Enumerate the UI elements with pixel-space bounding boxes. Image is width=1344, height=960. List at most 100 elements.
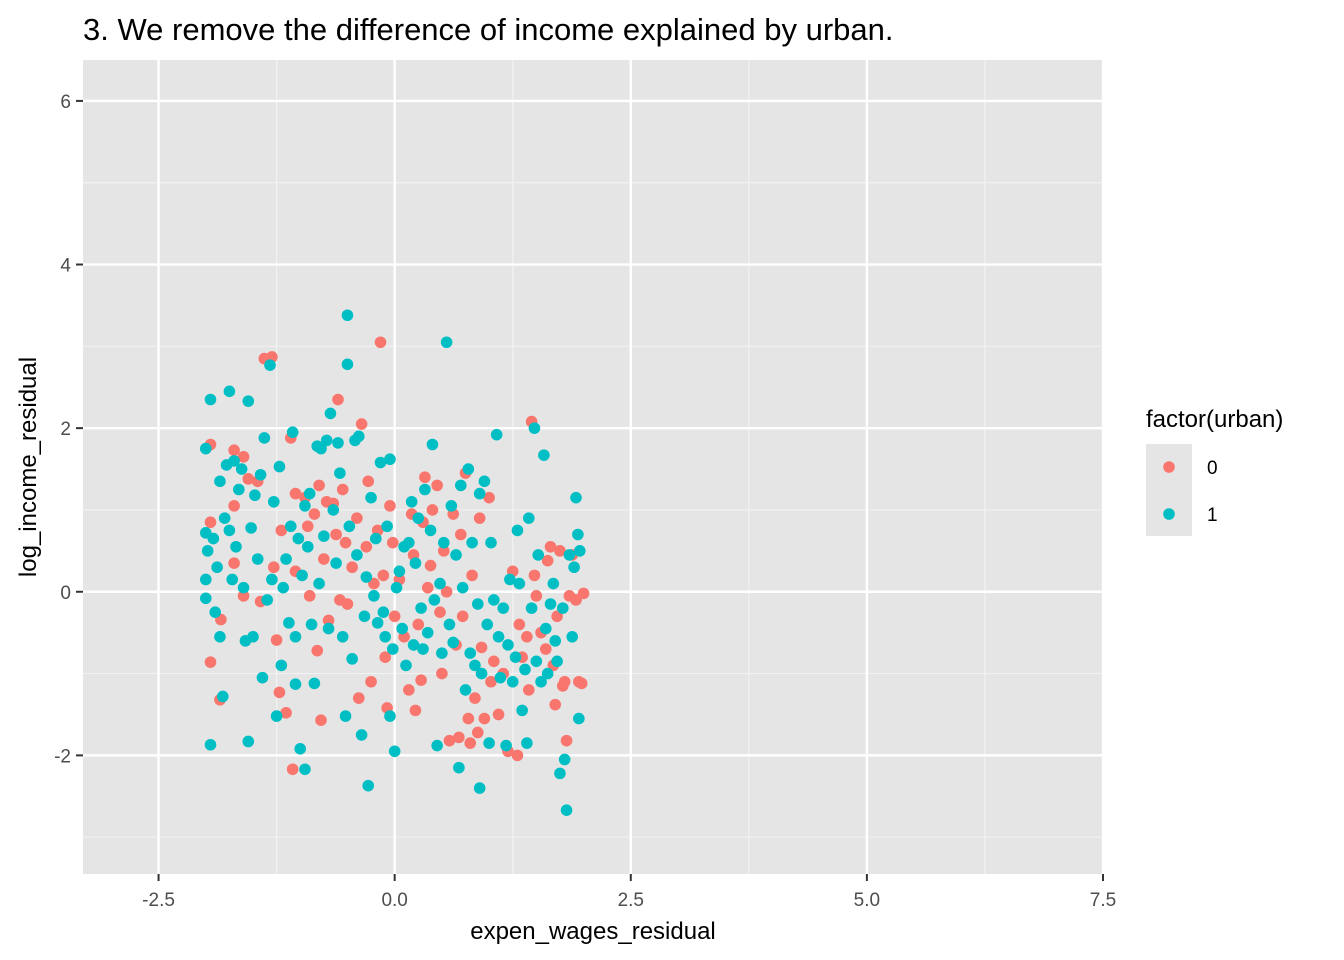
data-point-series-1	[431, 739, 443, 752]
data-point-series-1	[521, 737, 533, 749]
data-point-series-0	[426, 504, 439, 516]
legend-key-background	[1146, 444, 1192, 536]
data-point-series-1	[506, 675, 519, 688]
data-point-series-1	[273, 460, 286, 473]
data-point-series-1	[409, 557, 422, 569]
data-point-series-1	[355, 729, 368, 741]
data-point-series-0	[275, 524, 288, 537]
legend-key-1	[1163, 508, 1175, 520]
data-point-series-0	[471, 726, 484, 739]
data-point-series-0	[228, 444, 240, 457]
data-point-series-0	[475, 641, 488, 654]
data-point-series-1	[318, 530, 330, 542]
data-point-series-1	[266, 573, 278, 586]
data-point-series-0	[412, 618, 425, 631]
data-point-series-1	[436, 647, 448, 659]
data-point-series-1	[245, 522, 257, 534]
data-point-series-0	[488, 655, 500, 668]
data-point-series-1	[320, 434, 333, 447]
data-point-series-0	[530, 590, 543, 602]
y-tick-label: 0	[60, 583, 71, 604]
data-points	[199, 309, 590, 816]
data-point-series-0	[436, 667, 448, 680]
data-point-series-1	[301, 540, 314, 553]
data-point-series-1	[199, 592, 212, 605]
data-point-series-1	[434, 577, 446, 590]
data-point-series-0	[453, 731, 465, 744]
data-point-series-1	[336, 630, 349, 643]
data-point-series-0	[303, 590, 316, 602]
data-point-series-0	[549, 698, 562, 711]
data-point-series-1	[485, 536, 497, 549]
data-point-series-1	[381, 520, 393, 533]
data-point-series-1	[563, 549, 576, 561]
data-point-series-0	[560, 734, 573, 747]
data-point-series-0	[456, 610, 469, 623]
data-point-series-1	[469, 659, 481, 672]
data-point-series-0	[469, 692, 481, 704]
data-point-series-1	[249, 489, 261, 502]
data-point-series-1	[412, 512, 425, 524]
data-point-series-1	[462, 463, 475, 475]
data-point-series-1	[471, 598, 484, 610]
data-point-series-1	[535, 675, 547, 688]
data-point-series-0	[267, 561, 280, 574]
data-point-series-1	[277, 581, 290, 594]
legend-label-0: 0	[1207, 458, 1218, 479]
data-point-series-1	[541, 667, 554, 680]
data-point-series-1	[261, 594, 273, 606]
data-point-series-1	[332, 437, 344, 449]
data-point-series-1	[488, 594, 500, 606]
data-point-series-0	[237, 450, 250, 463]
data-point-series-1	[251, 553, 264, 565]
data-point-series-1	[369, 532, 382, 545]
data-point-series-1	[393, 565, 406, 578]
x-tick-label: 2.5	[618, 890, 644, 911]
data-point-series-0	[377, 569, 390, 582]
data-point-series-1	[525, 602, 538, 614]
data-point-series-0	[434, 606, 446, 619]
data-point-series-0	[308, 508, 321, 520]
x-axis: -2.5 0.0 2.5 5.0 7.5	[142, 874, 1116, 911]
data-point-series-1	[230, 540, 242, 553]
plot-panel	[83, 60, 1103, 874]
data-point-series-0	[355, 418, 368, 430]
data-point-series-1	[223, 385, 236, 398]
data-point-series-1	[204, 738, 217, 751]
data-point-series-0	[386, 536, 399, 549]
data-point-series-1	[390, 581, 403, 594]
data-point-series-1	[554, 767, 566, 780]
legend-entries: 01	[1163, 458, 1218, 526]
data-point-series-0	[437, 545, 450, 557]
data-point-series-0	[332, 393, 344, 406]
data-point-series-1	[341, 358, 354, 371]
data-point-series-1	[549, 635, 562, 647]
data-point-series-1	[428, 594, 441, 606]
y-tick-label: 4	[60, 256, 71, 277]
x-tick-label: -2.5	[142, 890, 175, 911]
data-point-series-1	[377, 606, 390, 619]
data-point-series-1	[368, 590, 380, 602]
data-point-series-0	[431, 479, 443, 492]
data-point-series-1	[294, 743, 307, 755]
data-point-series-1	[327, 504, 340, 516]
data-point-series-1	[384, 710, 396, 722]
data-point-series-1	[296, 569, 308, 582]
data-point-series-1	[459, 684, 472, 696]
data-point-series-1	[289, 630, 302, 643]
data-point-series-1	[267, 495, 280, 508]
data-point-series-1	[539, 622, 552, 635]
data-point-series-1	[473, 782, 486, 794]
data-point-series-1	[492, 630, 505, 643]
data-point-series-1	[464, 647, 477, 659]
data-point-series-0	[384, 500, 396, 512]
data-point-series-0	[286, 763, 299, 776]
y-tick-label: -2	[54, 746, 71, 767]
data-point-series-0	[485, 675, 497, 688]
data-point-series-0	[228, 500, 240, 512]
data-point-series-0	[462, 712, 475, 725]
data-point-series-1	[242, 395, 255, 407]
y-axis: -2 0 2 4 6	[54, 92, 83, 767]
data-point-series-1	[322, 622, 335, 635]
data-point-series-0	[330, 528, 342, 541]
